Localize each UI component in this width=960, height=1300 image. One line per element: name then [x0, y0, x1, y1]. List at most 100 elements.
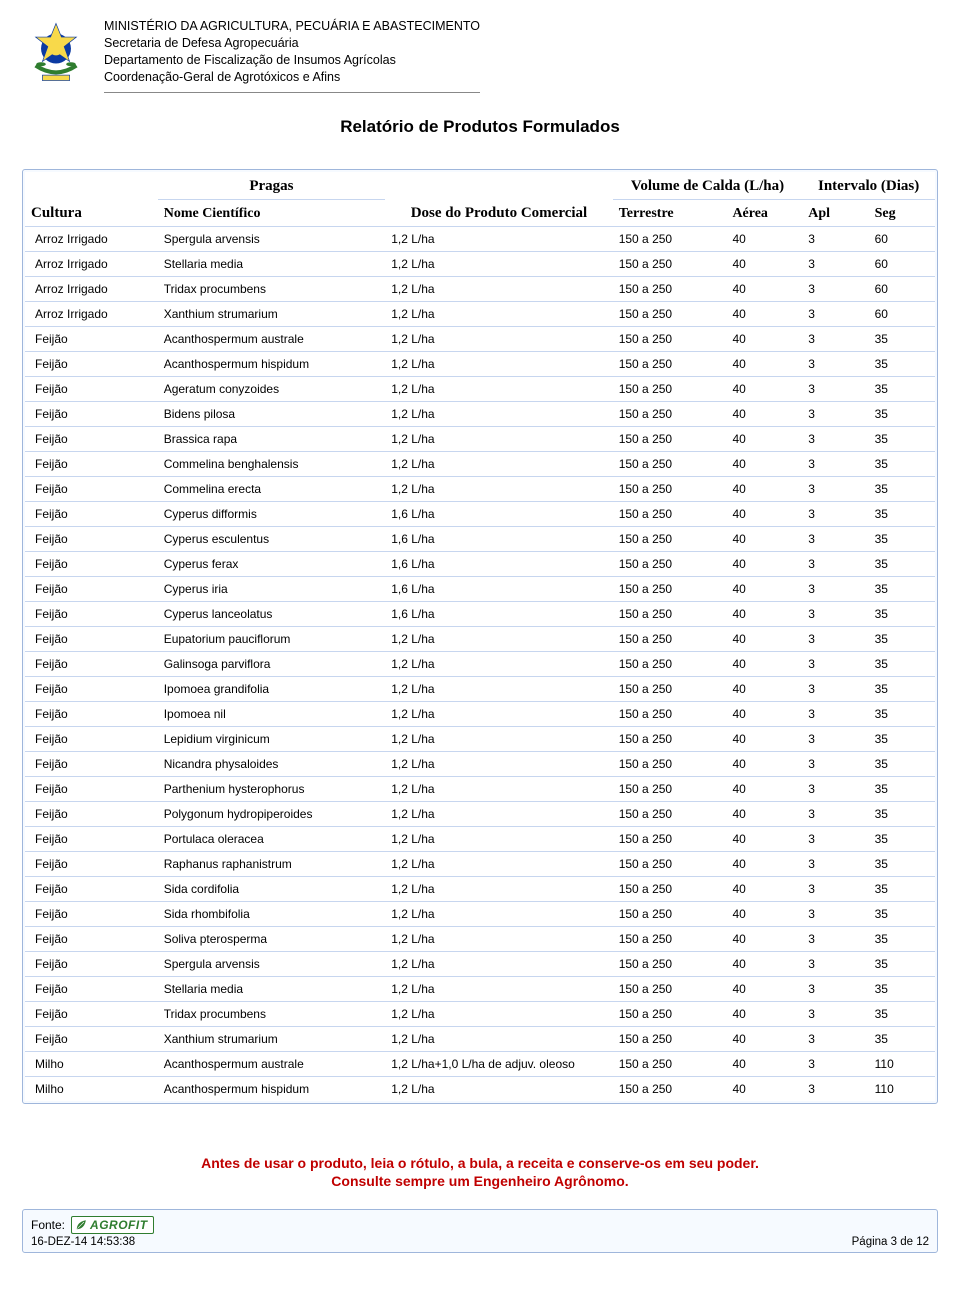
cell-apl: 3	[802, 826, 868, 851]
table-row: FeijãoSida cordifolia1,2 L/ha150 a 25040…	[25, 876, 935, 901]
table-row: Arroz IrrigadoStellaria media1,2 L/ha150…	[25, 251, 935, 276]
cell-praga: Cyperus esculentus	[158, 526, 386, 551]
cell-cultura: Feijão	[25, 651, 158, 676]
cell-aerea: 40	[726, 626, 802, 651]
cell-praga: Eupatorium pauciflorum	[158, 626, 386, 651]
table-row: FeijãoStellaria media1,2 L/ha150 a 25040…	[25, 976, 935, 1001]
table-row: FeijãoIpomoea grandifolia1,2 L/ha150 a 2…	[25, 676, 935, 701]
cell-terrestre: 150 a 250	[613, 976, 727, 1001]
cell-praga: Cyperus ferax	[158, 551, 386, 576]
cell-seg: 110	[869, 1051, 935, 1076]
cell-praga: Portulaca oleracea	[158, 826, 386, 851]
cell-cultura: Arroz Irrigado	[25, 301, 158, 326]
cell-aerea: 40	[726, 1026, 802, 1051]
table-row: FeijãoGalinsoga parviflora1,2 L/ha150 a …	[25, 651, 935, 676]
cell-dose: 1,2 L/ha	[385, 651, 613, 676]
cell-terrestre: 150 a 250	[613, 576, 727, 601]
cell-aerea: 40	[726, 1076, 802, 1101]
cell-cultura: Feijão	[25, 901, 158, 926]
cell-apl: 3	[802, 926, 868, 951]
cell-seg: 35	[869, 851, 935, 876]
warning-line1: Antes de usar o produto, leia o rótulo, …	[22, 1154, 938, 1173]
cell-praga: Polygonum hydropiperoides	[158, 801, 386, 826]
cell-praga: Tridax procumbens	[158, 276, 386, 301]
cell-dose: 1,2 L/ha	[385, 776, 613, 801]
cell-seg: 35	[869, 701, 935, 726]
cell-cultura: Feijão	[25, 976, 158, 1001]
cell-terrestre: 150 a 250	[613, 426, 727, 451]
cell-apl: 3	[802, 501, 868, 526]
cell-cultura: Feijão	[25, 601, 158, 626]
page-number: Página 3 de 12	[852, 1236, 929, 1248]
col-seg: Seg	[869, 199, 935, 226]
header-lines: MINISTÉRIO DA AGRICULTURA, PECUÁRIA E AB…	[104, 18, 480, 95]
cell-apl: 3	[802, 526, 868, 551]
cell-aerea: 40	[726, 276, 802, 301]
table-row: FeijãoIpomoea nil1,2 L/ha150 a 25040335	[25, 701, 935, 726]
cell-terrestre: 150 a 250	[613, 901, 727, 926]
table-row: FeijãoXanthium strumarium1,2 L/ha150 a 2…	[25, 1026, 935, 1051]
cell-dose: 1,2 L/ha+1,0 L/ha de adjuv. oleoso	[385, 1051, 613, 1076]
cell-seg: 35	[869, 351, 935, 376]
cell-cultura: Feijão	[25, 476, 158, 501]
cell-apl: 3	[802, 551, 868, 576]
cell-cultura: Feijão	[25, 376, 158, 401]
cell-praga: Parthenium hysterophorus	[158, 776, 386, 801]
cell-cultura: Arroz Irrigado	[25, 276, 158, 301]
header: MINISTÉRIO DA AGRICULTURA, PECUÁRIA E AB…	[22, 18, 938, 95]
col-apl: Apl	[802, 199, 868, 226]
table-row: FeijãoPolygonum hydropiperoides1,2 L/ha1…	[25, 801, 935, 826]
cell-praga: Ipomoea nil	[158, 701, 386, 726]
cell-terrestre: 150 a 250	[613, 401, 727, 426]
cell-cultura: Feijão	[25, 776, 158, 801]
cell-apl: 3	[802, 301, 868, 326]
cell-aerea: 40	[726, 676, 802, 701]
cell-seg: 35	[869, 576, 935, 601]
cell-aerea: 40	[726, 326, 802, 351]
cell-cultura: Feijão	[25, 1001, 158, 1026]
col-volume: Volume de Calda (L/ha)	[613, 172, 803, 200]
cell-praga: Xanthium strumarium	[158, 1026, 386, 1051]
cell-seg: 35	[869, 601, 935, 626]
cell-dose: 1,6 L/ha	[385, 551, 613, 576]
cell-aerea: 40	[726, 401, 802, 426]
cell-dose: 1,2 L/ha	[385, 726, 613, 751]
cell-dose: 1,2 L/ha	[385, 876, 613, 901]
cell-dose: 1,2 L/ha	[385, 1026, 613, 1051]
cell-cultura: Feijão	[25, 851, 158, 876]
cell-cultura: Feijão	[25, 701, 158, 726]
table-row: MilhoAcanthospermum hispidum1,2 L/ha150 …	[25, 1076, 935, 1101]
table-row: FeijãoParthenium hysterophorus1,2 L/ha15…	[25, 776, 935, 801]
table-row: FeijãoSoliva pterosperma1,2 L/ha150 a 25…	[25, 926, 935, 951]
cell-seg: 35	[869, 676, 935, 701]
cell-cultura: Feijão	[25, 751, 158, 776]
cell-aerea: 40	[726, 651, 802, 676]
cell-apl: 3	[802, 1026, 868, 1051]
table-row: FeijãoSpergula arvensis1,2 L/ha150 a 250…	[25, 951, 935, 976]
cell-praga: Cyperus lanceolatus	[158, 601, 386, 626]
cell-apl: 3	[802, 626, 868, 651]
cell-aerea: 40	[726, 351, 802, 376]
cell-terrestre: 150 a 250	[613, 926, 727, 951]
cell-cultura: Feijão	[25, 451, 158, 476]
cell-dose: 1,2 L/ha	[385, 401, 613, 426]
cell-aerea: 40	[726, 1001, 802, 1026]
agrofit-text: AGROFIT	[90, 1218, 148, 1232]
timestamp: 16-DEZ-14 14:53:38	[31, 1236, 135, 1248]
cell-cultura: Arroz Irrigado	[25, 251, 158, 276]
cell-seg: 35	[869, 876, 935, 901]
cell-dose: 1,2 L/ha	[385, 226, 613, 251]
cell-terrestre: 150 a 250	[613, 801, 727, 826]
cell-terrestre: 150 a 250	[613, 701, 727, 726]
table-row: FeijãoCyperus esculentus1,6 L/ha150 a 25…	[25, 526, 935, 551]
cell-praga: Sida rhombifolia	[158, 901, 386, 926]
cell-apl: 3	[802, 801, 868, 826]
cell-seg: 35	[869, 776, 935, 801]
cell-dose: 1,2 L/ha	[385, 351, 613, 376]
cell-praga: Cyperus difformis	[158, 501, 386, 526]
cell-dose: 1,6 L/ha	[385, 601, 613, 626]
cell-aerea: 40	[726, 726, 802, 751]
cell-aerea: 40	[726, 901, 802, 926]
cell-apl: 3	[802, 776, 868, 801]
cell-cultura: Feijão	[25, 326, 158, 351]
